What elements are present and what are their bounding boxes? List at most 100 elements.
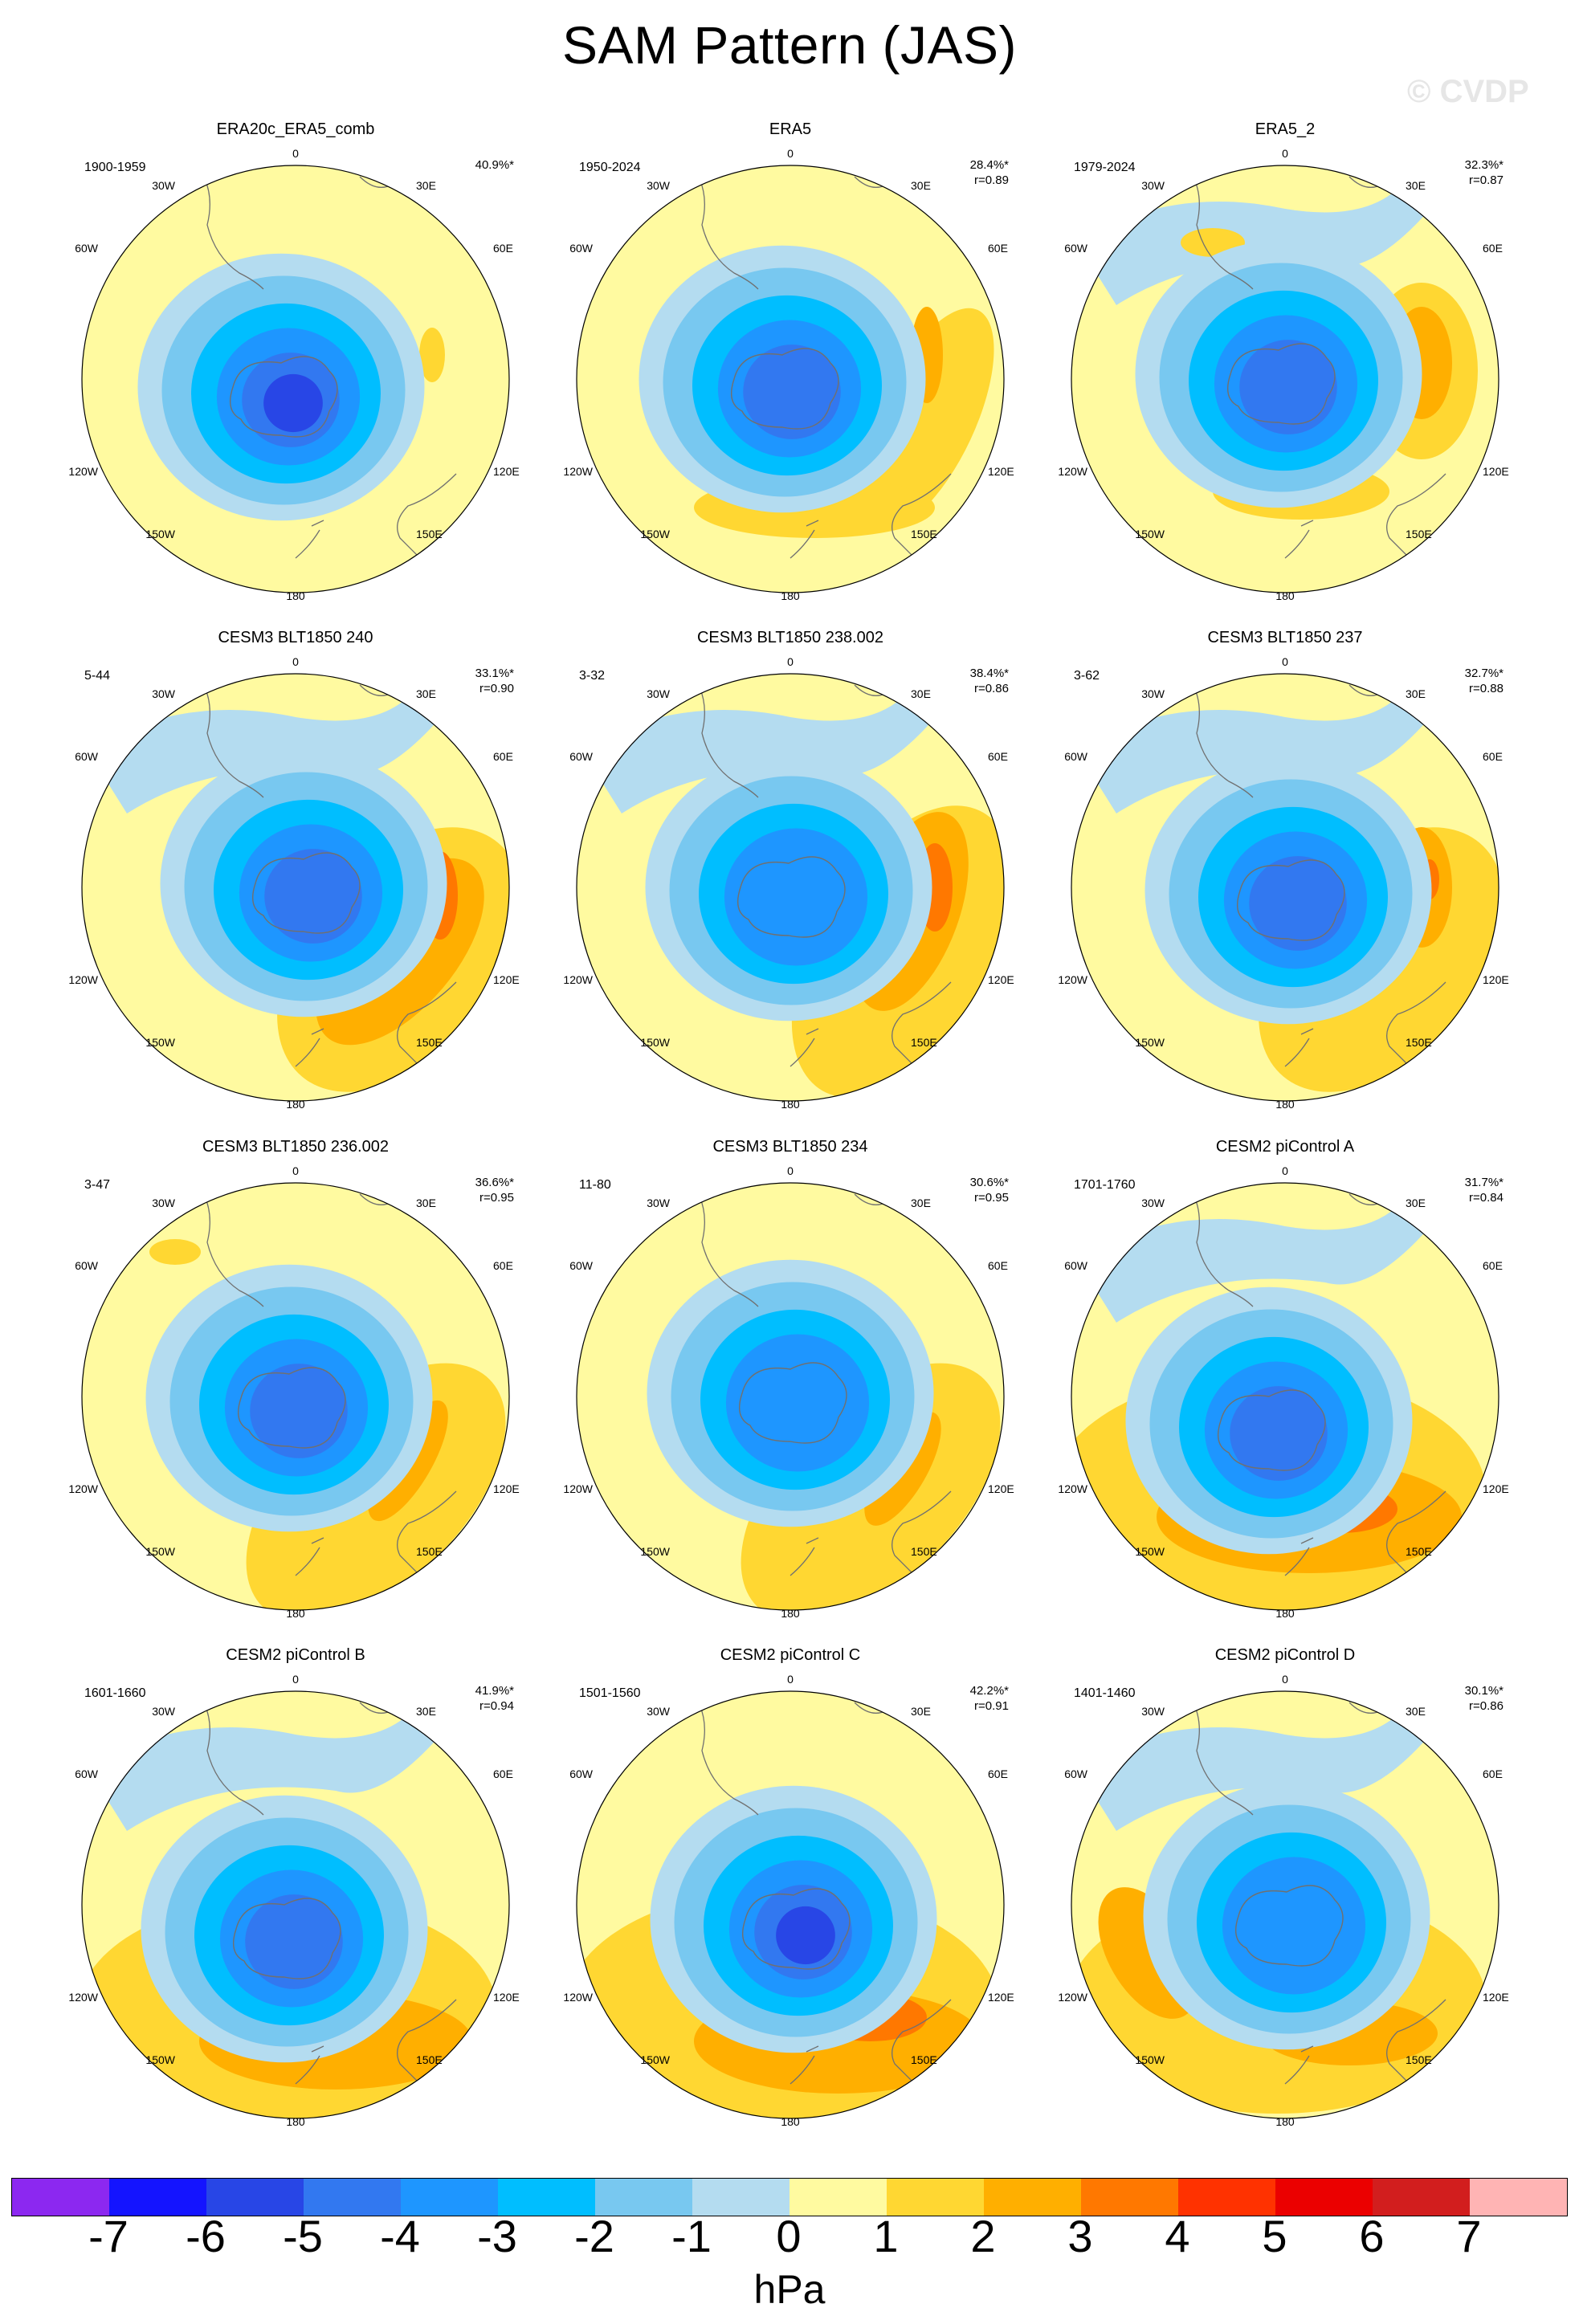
panel-title: CESM3 BLT1850 237 [1207, 629, 1363, 646]
longitude-label: 60W [75, 242, 99, 255]
panel-stats: 32.3%* r=0.87 [1465, 157, 1504, 188]
negative-anomaly-region [743, 345, 841, 439]
longitude-label: 30E [1406, 179, 1426, 192]
panel-period: 1979-2024 [1074, 161, 1136, 174]
pattern-correlation: r=0.84 [1469, 1191, 1504, 1205]
antarctica-coastline [233, 1898, 341, 1979]
australia-coastline [1386, 473, 1446, 571]
explained-variance: 36.6%* [475, 1176, 514, 1189]
negative-anomaly-region [1076, 677, 1462, 813]
longitude-label: 150W [1135, 2053, 1165, 2066]
new-zealand-coastline [1284, 2045, 1314, 2085]
south-america-coastline [693, 1694, 759, 1816]
longitude-label: 60W [75, 1767, 99, 1780]
south-america-coastline [198, 1185, 264, 1307]
longitude-label: 0 [787, 1673, 794, 1686]
panel-period: 1601-1660 [84, 1686, 146, 1700]
longitude-label: 30E [416, 687, 436, 700]
new-zealand-coastline [295, 520, 324, 559]
explained-variance: 32.3%* [1464, 158, 1504, 172]
pattern-correlation: r=0.89 [974, 173, 1009, 187]
map-panel: CESM2 piControl B 1601-1660 41.9%* r=0.94 0 1… [55, 1646, 537, 2128]
longitude-label: 60E [1483, 750, 1503, 763]
longitude-label: 120W [68, 1991, 98, 2004]
longitude-label: 120W [1058, 1991, 1087, 2004]
longitude-label: 0 [292, 655, 299, 668]
explained-variance: 32.7%* [1464, 667, 1504, 680]
colorbar-tick-label: -5 [283, 2211, 323, 2261]
longitude-label: 120E [493, 465, 520, 478]
map-panel: ERA51950-202428.4%*r=0.89018090W90E30W60… [549, 120, 1031, 602]
antarctica-coastline [731, 348, 839, 430]
longitude-label: 30W [1141, 1705, 1165, 1718]
longitude-label: 150W [145, 528, 175, 540]
negative-anomaly-region [264, 849, 362, 944]
colorbar-box [1470, 2179, 1567, 2216]
colorbar-box [1081, 2179, 1178, 2216]
longitude-label: 120E [1483, 465, 1509, 478]
longitude-label: 60E [493, 1767, 513, 1780]
south-america-coastline [693, 1185, 759, 1307]
polar-map: 018090W90E30W60W30E60E120W150W120E150E [1058, 1673, 1508, 2128]
longitude-label: 150E [1406, 528, 1432, 540]
australia-coastline [397, 1999, 457, 2097]
longitude-label: 180 [781, 589, 800, 602]
panel-stats: 38.4%* r=0.86 [970, 666, 1009, 696]
panel-period: 1701-1760 [1074, 1178, 1136, 1192]
longitude-label: 0 [292, 147, 299, 160]
antarctica-coastline [739, 1362, 847, 1444]
longitude-label: 30E [911, 1197, 931, 1209]
south-america-coastline [1188, 1185, 1254, 1307]
south-america-coastline [693, 676, 759, 798]
new-zealand-coastline [1284, 1537, 1314, 1576]
longitude-label: 150W [1135, 528, 1165, 540]
explained-variance: 30.6%* [969, 1176, 1009, 1189]
longitude-label: 60W [569, 1259, 594, 1272]
antarctica-coastline [238, 1367, 346, 1449]
colorbar-box [12, 2179, 109, 2216]
negative-anomaly-region [1222, 1857, 1366, 1995]
australia-coastline [892, 981, 952, 1079]
longitude-label: 30E [911, 179, 931, 192]
polar-map: 018090W90E30W60W30E60E120W150W120E150E [68, 1164, 519, 1620]
panel-stats: 32.7%* r=0.88 [1465, 666, 1504, 696]
longitude-label: 150W [145, 2053, 175, 2066]
longitude-label: 60E [493, 242, 513, 255]
pattern-correlation: r=0.86 [1469, 1699, 1504, 1713]
longitude-label: 30E [911, 1705, 931, 1718]
colorbar-tick-label: -2 [574, 2211, 614, 2261]
colorbar-tick-label: 5 [1262, 2211, 1287, 2261]
australia-coastline [1386, 1490, 1446, 1588]
negative-anomaly-region [1076, 1694, 1462, 1831]
longitude-label: 150W [640, 2053, 670, 2066]
longitude-label: 60W [1064, 1767, 1088, 1780]
explained-variance: 28.4%* [969, 158, 1009, 172]
panel-title: ERA20c_ERA5_comb [216, 120, 375, 138]
map-panel: CESM3 BLT1850 236.002 3-47 36.6%* r=0.95 0 18… [55, 1138, 537, 1620]
longitude-label: 30W [647, 1197, 671, 1209]
longitude-label: 0 [292, 1164, 299, 1177]
longitude-label: 120W [563, 1482, 593, 1495]
longitude-label: 60W [1064, 1259, 1088, 1272]
negative-anomaly-region [1239, 340, 1337, 434]
south-america-coastline [198, 168, 264, 290]
longitude-label: 180 [781, 2115, 800, 2128]
longitude-label: 180 [1275, 589, 1295, 602]
antarctica-coastline [742, 1888, 851, 1970]
longitude-label: 30W [647, 1705, 671, 1718]
panel-period: 1401-1460 [1074, 1686, 1136, 1700]
colorbar-tick-label: -4 [380, 2211, 420, 2261]
pattern-correlation: r=0.95 [479, 1191, 514, 1205]
longitude-label: 180 [286, 1607, 305, 1620]
longitude-label: 180 [1275, 1607, 1295, 1620]
figure-title: SAM Pattern (JAS) [562, 15, 1017, 75]
polar-map: 018090W90E30W60W30E60E120W150W120E150E [68, 1673, 519, 2128]
panel-stats: 40.9%* [475, 157, 514, 173]
south-america-coastline [1188, 168, 1254, 290]
panel-period: 1501-1560 [579, 1686, 641, 1700]
polar-map: 018090W90E30W60W30E60E120W150W120E150E [563, 1673, 1014, 2128]
longitude-label: 120E [1483, 1482, 1509, 1495]
panel-period: 11-80 [579, 1178, 611, 1192]
south-america-coastline [198, 1694, 264, 1816]
panel-period: 3-32 [579, 669, 606, 683]
